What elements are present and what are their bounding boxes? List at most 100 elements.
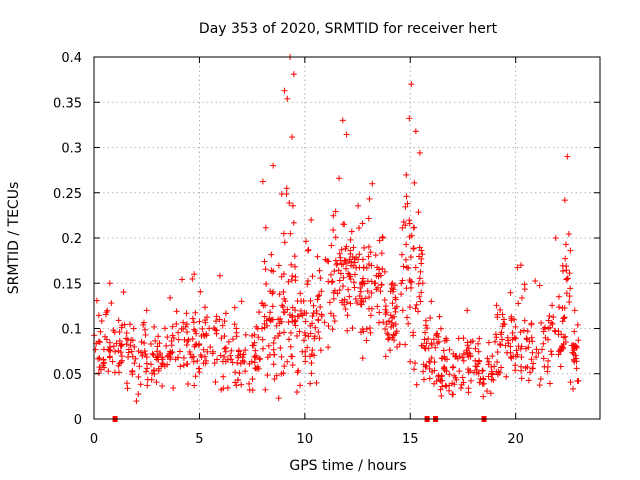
data-point <box>221 345 228 352</box>
data-point <box>383 309 390 316</box>
data-point <box>347 250 354 257</box>
data-point <box>563 267 570 274</box>
data-point <box>283 185 290 192</box>
data-point <box>231 321 238 328</box>
data-point <box>468 377 475 384</box>
data-point <box>289 362 296 369</box>
data-point <box>248 358 255 365</box>
data-point <box>374 303 381 310</box>
data-point <box>574 321 581 328</box>
data-point <box>249 376 256 383</box>
data-point <box>464 307 471 314</box>
data-point <box>267 309 274 316</box>
data-point <box>95 312 102 319</box>
data-point <box>509 329 516 336</box>
data-point <box>416 149 423 156</box>
data-point <box>118 359 125 366</box>
data-point <box>302 358 309 365</box>
data-point <box>500 316 507 323</box>
data-point <box>525 377 532 384</box>
data-point <box>170 334 177 341</box>
data-point <box>192 373 199 380</box>
data-point <box>342 257 349 264</box>
data-point <box>487 390 494 397</box>
data-point <box>413 381 420 388</box>
data-point <box>357 288 364 295</box>
data-point <box>446 387 453 394</box>
data-point <box>309 347 316 354</box>
data-point <box>515 300 522 307</box>
data-point <box>371 280 378 287</box>
data-point <box>412 128 419 135</box>
data-point <box>175 336 182 343</box>
data-point <box>436 313 443 320</box>
data-point <box>535 350 542 357</box>
data-point <box>221 318 228 325</box>
data-point <box>216 316 223 323</box>
data-point <box>275 316 282 323</box>
data-point <box>412 305 419 312</box>
data-point <box>574 378 581 385</box>
data-point <box>131 360 138 367</box>
data-point <box>389 334 396 341</box>
data-point <box>365 261 372 268</box>
data-point <box>514 264 521 271</box>
data-point <box>359 256 366 263</box>
data-point <box>430 336 437 343</box>
data-point <box>328 279 335 286</box>
data-point <box>529 349 536 356</box>
y-tick-label: 0.35 <box>53 96 82 111</box>
data-point <box>499 311 506 318</box>
data-point <box>382 326 389 333</box>
data-point <box>280 230 287 237</box>
data-point <box>315 316 322 323</box>
data-point <box>355 225 362 232</box>
data-point <box>407 358 414 365</box>
data-point <box>123 380 130 387</box>
data-point <box>101 364 108 371</box>
data-point <box>142 331 149 338</box>
data-point <box>142 351 149 358</box>
data-point <box>355 202 362 209</box>
data-point <box>525 344 532 351</box>
data-point <box>143 354 150 361</box>
data-point <box>204 348 211 355</box>
data-point <box>309 313 316 320</box>
data-point <box>135 373 142 380</box>
data-point <box>493 302 500 309</box>
data-point <box>288 261 295 268</box>
data-point <box>552 235 559 241</box>
data-point <box>389 300 396 307</box>
data-point <box>92 346 99 353</box>
data-point <box>141 340 148 347</box>
data-point <box>253 323 260 330</box>
data-point <box>366 195 373 202</box>
data-point <box>366 325 373 332</box>
data-point <box>254 365 261 372</box>
data-point <box>479 367 486 374</box>
data-point <box>270 339 277 346</box>
data-point <box>353 264 360 271</box>
data-point <box>415 308 422 315</box>
data-point <box>308 370 315 377</box>
data-point <box>480 393 487 400</box>
data-point <box>270 162 277 169</box>
data-point <box>260 302 267 309</box>
data-point <box>345 270 352 277</box>
data-point <box>187 351 194 358</box>
data-point <box>521 317 528 324</box>
data-point <box>221 353 228 360</box>
data-point <box>573 344 580 351</box>
data-point <box>231 304 238 311</box>
data-point <box>412 264 419 271</box>
data-point <box>311 333 318 340</box>
data-point <box>423 362 430 369</box>
data-point <box>566 270 573 277</box>
data-point <box>211 360 218 367</box>
data-point <box>238 298 245 305</box>
data-point <box>220 373 227 380</box>
data-point <box>420 376 427 383</box>
data-point <box>193 330 200 337</box>
data-point <box>490 377 497 384</box>
data-point <box>139 352 146 359</box>
